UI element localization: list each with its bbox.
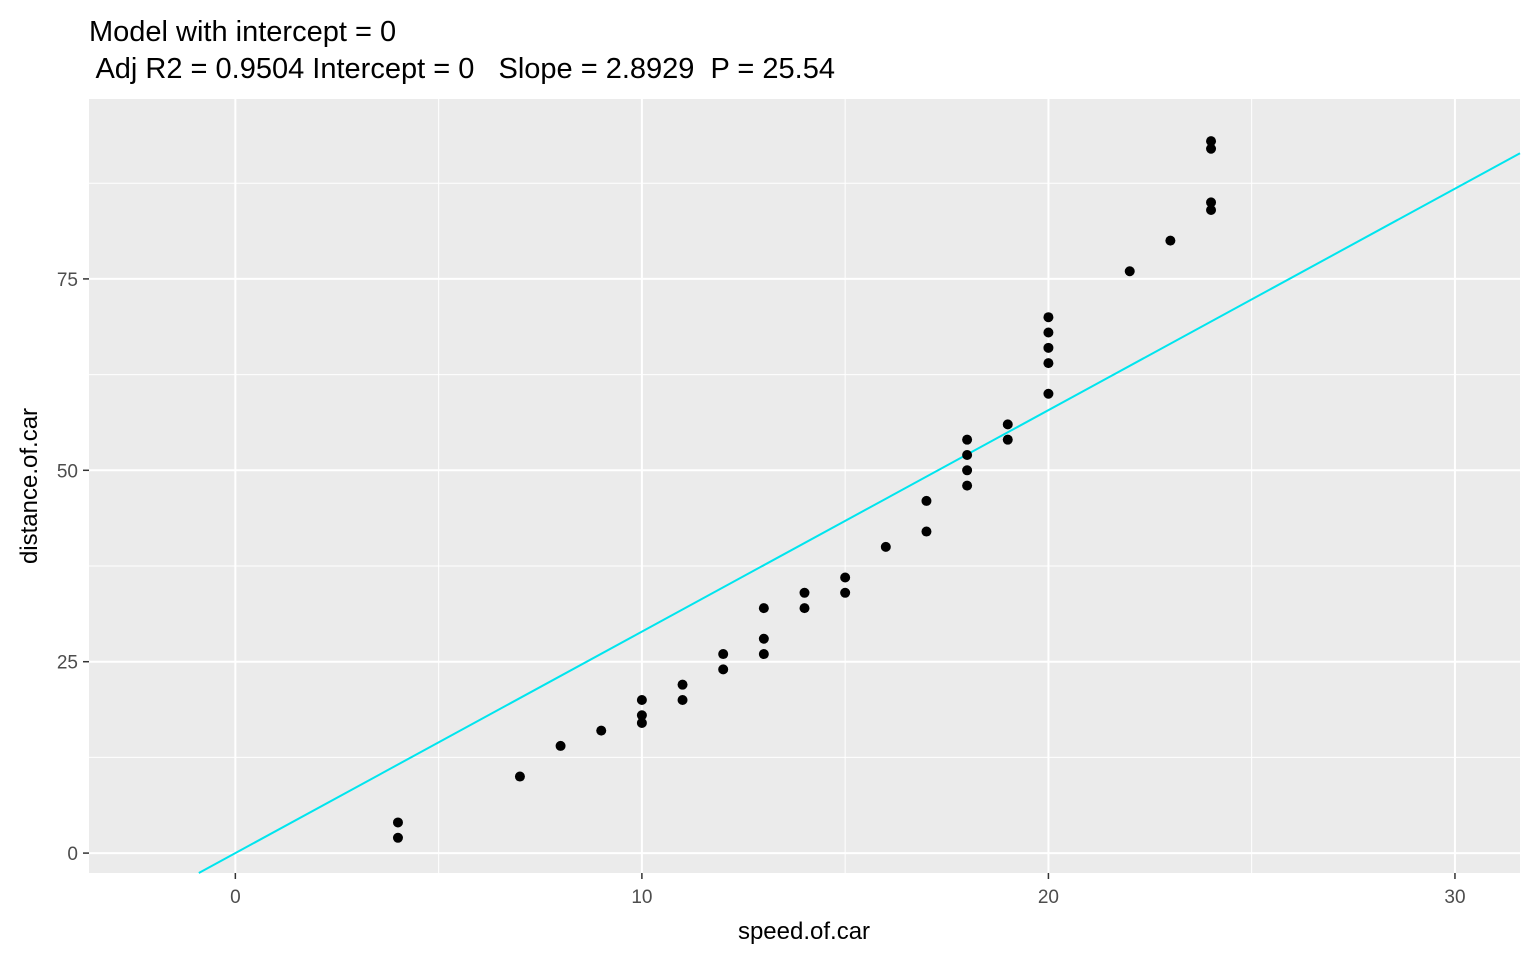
data-point (1043, 388, 1054, 399)
data-point (1165, 235, 1176, 246)
data-point (758, 633, 769, 644)
data-point (555, 740, 566, 751)
chart-title: Model with intercept = 0 (89, 16, 396, 48)
data-point (392, 817, 403, 828)
data-point (921, 495, 932, 506)
x-tick-label: 0 (230, 887, 241, 908)
data-point (636, 717, 647, 728)
x-tick-label: 10 (631, 887, 652, 908)
data-point (636, 694, 647, 705)
data-point (514, 771, 525, 782)
data-point (799, 603, 810, 614)
x-axis: 0 10 20 30 (230, 873, 1466, 908)
plot-panel (89, 99, 1520, 873)
y-axis: 0 25 50 75 (57, 270, 89, 865)
data-point (677, 679, 688, 690)
y-tick-label: 0 (67, 844, 78, 865)
data-point (1043, 342, 1054, 353)
y-tick-label: 50 (57, 461, 78, 482)
data-point (758, 649, 769, 660)
data-point (1206, 205, 1217, 216)
data-point (1043, 327, 1054, 338)
x-axis-title: speed.of.car (738, 918, 870, 945)
data-point (1124, 266, 1135, 277)
data-point (962, 465, 973, 476)
data-point (799, 587, 810, 598)
x-tick-label: 30 (1444, 887, 1465, 908)
data-point (392, 832, 403, 843)
data-point (1043, 312, 1054, 323)
data-point (718, 649, 729, 660)
data-point (636, 710, 647, 721)
data-point (677, 694, 688, 705)
data-point (1043, 358, 1054, 369)
data-point (962, 434, 973, 445)
chart-subtitle: Adj R2 = 0.9504 Intercept = 0 Slope = 2.… (89, 53, 835, 85)
data-point (1002, 419, 1013, 430)
y-axis-title: distance.of.car (16, 408, 43, 564)
data-point (1206, 143, 1217, 154)
y-tick-label: 25 (57, 653, 78, 674)
data-point (758, 603, 769, 614)
data-point (962, 480, 973, 491)
data-point (1206, 197, 1217, 208)
points-layer (392, 136, 1217, 843)
y-tick-label: 75 (57, 270, 78, 291)
data-point (880, 541, 891, 552)
x-tick-label: 20 (1038, 887, 1059, 908)
data-point (1206, 136, 1217, 147)
fit-line-layer (198, 152, 1521, 874)
data-point (1002, 434, 1013, 445)
data-point (596, 725, 607, 736)
data-point (962, 449, 973, 460)
data-point (840, 572, 851, 583)
grid-minor (89, 99, 1520, 873)
data-point (718, 664, 729, 675)
data-point (921, 526, 932, 537)
data-point (840, 587, 851, 598)
fit-line (198, 152, 1521, 874)
grid-major (89, 99, 1520, 873)
